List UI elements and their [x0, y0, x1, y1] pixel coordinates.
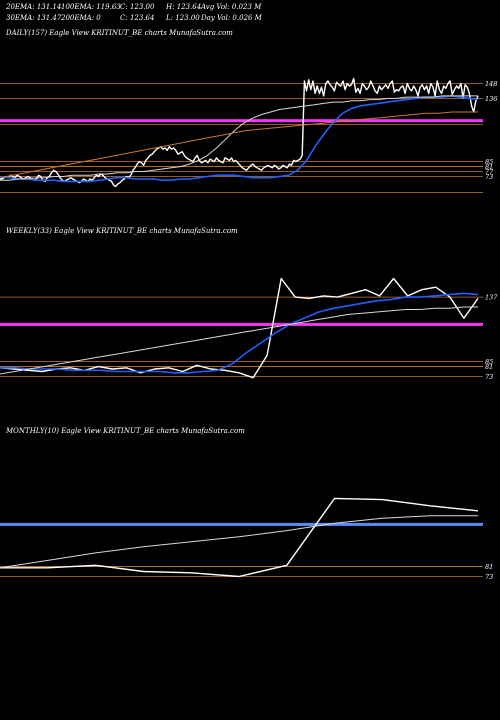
y-tick-label: 136 — [485, 95, 497, 103]
ema200-label: 200EMA: 0 — [61, 14, 101, 22]
open-label: C: 123.64 — [120, 14, 155, 22]
price-series-line — [0, 277, 479, 379]
ema-long-series-line — [0, 111, 478, 179]
price-series-line — [0, 77, 479, 188]
ema-slow-series-line — [0, 95, 478, 181]
support-band — [0, 322, 483, 326]
y-tick-label: 81 — [485, 563, 493, 571]
y-tick-label: 73 — [485, 573, 493, 581]
weekly-chart-title: WEEKLY(33) Eagle View KRITINUT_BE charts… — [6, 227, 238, 235]
y-tick-label: 73 — [485, 373, 493, 381]
ema-slow-series-line — [0, 306, 478, 375]
y-tick-label: 85 — [485, 158, 493, 166]
daily-chart-title: DAILY(157) Eagle View KRITINUT_BE charts… — [6, 29, 233, 37]
ema-slow-series-line — [0, 515, 478, 569]
y-tick-label: 137 — [485, 294, 498, 302]
close-label: C: 123.00 — [120, 3, 155, 11]
price-series-line — [0, 497, 479, 578]
high-label: H: 123.64 — [166, 3, 202, 11]
ema-fast-series-line — [0, 292, 479, 374]
avg-vol-label: Avg Vol: 0.023 M — [201, 3, 262, 11]
low-label: L: 123.00 — [166, 14, 200, 22]
support-band — [0, 522, 483, 526]
ema30-label: 30EMA: 131.47 — [6, 14, 62, 22]
ema-fast-series-line — [0, 95, 479, 183]
monthly-chart-title: MONTHLY(10) Eagle View KRITINUT_BE chart… — [6, 427, 245, 435]
y-tick-label: 85 — [485, 358, 493, 366]
support-band — [0, 119, 483, 123]
ema100-label: 100EMA: 119.63 — [61, 3, 121, 11]
y-tick-label: 77 — [485, 168, 494, 176]
y-tick-label: 81 — [485, 363, 493, 371]
y-tick-label: 73 — [485, 173, 493, 181]
ema20-label: 20EMA: 131.14 — [6, 3, 62, 11]
y-tick-label: 81 — [485, 163, 493, 171]
y-tick-label: 148 — [485, 80, 497, 88]
day-vol-label: Day Vol: 0.026 M — [201, 14, 262, 22]
